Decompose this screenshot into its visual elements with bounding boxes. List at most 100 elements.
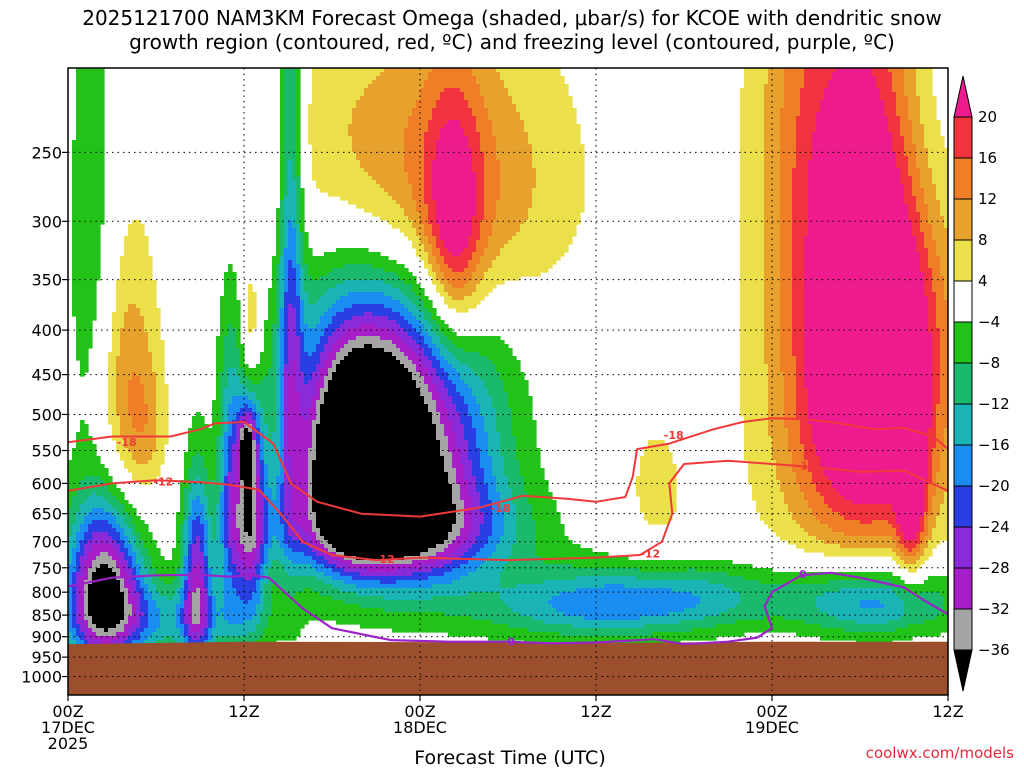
omega-cell (856, 504, 861, 521)
omega-cell (900, 68, 905, 137)
omega-cell (448, 68, 453, 89)
omega-cell (832, 544, 837, 557)
omega-cell (356, 264, 361, 281)
omega-cell (332, 332, 337, 345)
omega-cell (424, 368, 429, 385)
omega-cell (404, 576, 409, 581)
omega-cell (604, 584, 609, 621)
omega-cell (156, 628, 161, 641)
omega-cell (444, 124, 449, 249)
omega-cell (384, 584, 389, 589)
omega-cell (644, 448, 649, 521)
omega-cell (872, 76, 877, 505)
omega-cell (256, 412, 261, 429)
omega-cell (116, 568, 121, 581)
omega-cell (564, 564, 569, 581)
omega-cell (220, 296, 225, 373)
omega-cell (104, 632, 109, 637)
contour-label: 0 (507, 636, 515, 649)
omega-cell (416, 372, 421, 389)
omega-cell (912, 624, 917, 637)
omega-cell (328, 324, 333, 337)
omega-cell (500, 536, 505, 573)
omega-cell (816, 520, 821, 541)
omega-cell (788, 512, 793, 545)
colorbar-bin (953, 239, 973, 282)
omega-cell (424, 384, 429, 405)
omega-cell (784, 584, 789, 621)
omega-cell (180, 568, 185, 589)
omega-cell (464, 540, 469, 553)
omega-cell (592, 568, 597, 577)
omega-cell (372, 596, 377, 609)
omega-cell (92, 532, 97, 545)
omega-cell (828, 592, 833, 617)
omega-cell (352, 584, 357, 593)
omega-cell (828, 528, 833, 545)
omega-cell (440, 552, 445, 561)
omega-cell (504, 68, 509, 89)
omega-cell (764, 568, 769, 585)
omega-cell (516, 460, 521, 585)
x-tick-label: 00Z (404, 702, 435, 721)
omega-cell (192, 592, 197, 625)
omega-cell (684, 580, 689, 593)
omega-cell (864, 600, 869, 609)
omega-cell (388, 296, 393, 309)
omega-cell (696, 560, 701, 573)
omega-cell (524, 220, 529, 277)
omega-cell (488, 592, 493, 621)
omega-cell (224, 548, 229, 621)
omega-cell (636, 476, 641, 497)
omega-cell (284, 544, 289, 557)
omega-cell (68, 460, 73, 509)
omega-cell (128, 636, 133, 645)
omega-cell (96, 508, 101, 521)
omega-cell (352, 348, 357, 557)
omega-cell (356, 596, 361, 605)
omega-cell (916, 560, 921, 569)
omega-cell (748, 580, 753, 621)
omega-cell (924, 296, 929, 485)
omega-cell (336, 328, 341, 341)
omega-cell (824, 628, 829, 641)
omega-cell (408, 612, 413, 633)
omega-cell (416, 356, 421, 373)
colorbar-bin (953, 526, 973, 569)
omega-cell (116, 532, 121, 545)
omega-cell (412, 572, 417, 581)
omega-cell (176, 604, 181, 629)
omega-cell (844, 580, 849, 589)
omega-cell (552, 580, 557, 597)
omega-cell (360, 596, 365, 609)
omega-cell (348, 604, 353, 625)
omega-cell (324, 392, 329, 541)
omega-cell (728, 588, 733, 609)
omega-cell (452, 344, 457, 357)
omega-cell (232, 484, 237, 541)
omega-cell (296, 68, 301, 177)
omega-cell (240, 544, 245, 561)
omega-cell (132, 536, 137, 553)
omega-cell (248, 400, 253, 409)
omega-cell (624, 576, 629, 589)
omega-cell (520, 476, 525, 585)
omega-cell (372, 336, 377, 349)
omega-cell (932, 292, 937, 449)
omega-cell (440, 424, 445, 457)
omega-cell (76, 552, 81, 573)
omega-cell (460, 252, 465, 273)
omega-cell (276, 264, 281, 329)
omega-cell (112, 540, 117, 549)
omega-cell (276, 584, 281, 641)
omega-cell (352, 604, 357, 625)
omega-cell (796, 524, 801, 549)
omega-cell (276, 540, 281, 561)
omega-cell (412, 612, 417, 633)
omega-cell (644, 588, 649, 617)
omega-cell (312, 352, 317, 373)
omega-cell (96, 520, 101, 533)
omega-cell (488, 360, 493, 397)
omega-cell (632, 576, 637, 589)
omega-cell (860, 68, 865, 505)
